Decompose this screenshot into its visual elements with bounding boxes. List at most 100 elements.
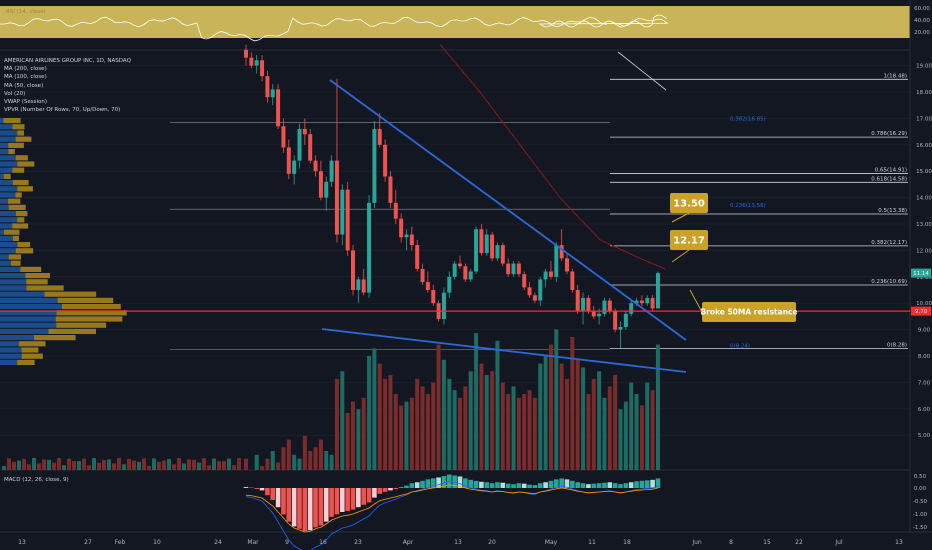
candle-body: [575, 290, 580, 312]
rsi-axis-label: 40.00: [914, 18, 930, 24]
volume-bar: [276, 462, 281, 470]
vpvr-down-bar: [12, 223, 29, 229]
vpvr-up-bar: [0, 180, 13, 186]
candle-body: [645, 297, 650, 304]
vpvr-up-bar: [0, 192, 16, 198]
volume-bar: [570, 337, 575, 470]
volume-bar: [436, 344, 441, 470]
time-axis-label: Apr: [403, 539, 414, 546]
time-axis-label: 9: [285, 539, 289, 546]
price-axis-label: 11.00: [916, 275, 932, 281]
broke-50ma-callout-box: [702, 302, 796, 322]
candle-body: [324, 181, 329, 198]
macd-bar: [286, 488, 292, 522]
candle-body: [634, 300, 639, 304]
vpvr-down-bar: [8, 149, 15, 155]
legend-vpvr: VPVR (Number Of Rows, 70, Up/Down, 70): [4, 107, 121, 114]
vpvr-down-bar: [7, 198, 21, 204]
volume-bar: [187, 459, 191, 470]
candle-body: [276, 89, 281, 127]
volume-bar: [458, 397, 462, 470]
macd-bar: [521, 483, 527, 488]
macd-bar: [414, 482, 420, 488]
volume-bar: [102, 459, 106, 470]
macd-bar: [259, 488, 265, 491]
price-axis-label: 15.00: [916, 169, 932, 175]
volume-bar: [340, 371, 345, 470]
volume-bar: [270, 451, 275, 470]
volume-bar: [367, 356, 372, 470]
volume-bar: [182, 463, 186, 470]
descending-support-trendline: [321, 328, 687, 373]
macd-bar: [441, 476, 447, 488]
candle-body: [629, 303, 634, 314]
vpvr-up-bar: [0, 198, 8, 204]
volume-bar: [377, 363, 382, 470]
vpvr-down-bar: [17, 161, 35, 167]
volume-bar: [42, 459, 46, 470]
price-axis-label: 10.00: [916, 301, 932, 307]
candle-body: [313, 160, 318, 172]
candle-body: [559, 245, 564, 259]
volume-bar: [286, 439, 291, 470]
macd-bar: [516, 483, 522, 488]
vpvr-down-bar: [21, 353, 43, 359]
candle-body: [554, 245, 559, 277]
fib-label-right: 0.5(13.38): [878, 208, 907, 214]
current-price-tag: [911, 268, 931, 278]
time-axis-label: 16: [319, 539, 327, 546]
macd-bar: [366, 488, 372, 503]
time-axis-label: 13: [18, 539, 26, 546]
volume-bar: [137, 461, 141, 470]
volume-bar: [302, 435, 307, 470]
volume-bar: [222, 461, 226, 470]
macd-bar: [628, 482, 634, 488]
volume-bar: [495, 340, 500, 470]
volume-bar: [17, 460, 21, 470]
annotations: 13.50 12.17 Broke 50MA resistance 11.14 9.70: [0, 14, 931, 322]
macd-bar: [297, 488, 302, 529]
volume-bar: [122, 464, 126, 470]
candle-body: [452, 263, 457, 277]
candle-body: [334, 160, 339, 235]
volume-bar: [452, 390, 457, 470]
price-axis-label: 16.00: [916, 143, 932, 149]
macd-bar: [580, 483, 586, 488]
candle-body: [340, 189, 345, 235]
vpvr-up-bar: [0, 167, 13, 173]
time-axis-label: 11: [588, 539, 596, 546]
macd-bar: [650, 479, 655, 488]
volume-bar: [554, 329, 559, 470]
volume-bar: [157, 461, 161, 470]
target-12-17-callout-text: 12.17: [673, 236, 705, 247]
vpvr-down-bar: [8, 204, 26, 210]
volume-bar: [172, 464, 176, 470]
candle-body: [543, 271, 548, 280]
time-axis-label: 15: [763, 539, 771, 546]
vpvr-down-bar: [12, 235, 19, 241]
macd-bar: [596, 483, 602, 488]
vpvr-down-bar: [25, 273, 50, 279]
time-axis-label: 8: [729, 539, 733, 546]
candle-body: [345, 189, 350, 251]
volume-bar: [586, 394, 591, 470]
volume-bar: [107, 459, 111, 470]
macd-bar: [591, 483, 597, 488]
vpvr-down-bar: [17, 359, 35, 365]
price-axis-label: 8.00: [918, 354, 931, 360]
macd-bar: [532, 485, 538, 488]
vpvr-down-bar: [26, 285, 64, 291]
volume-bar: [292, 454, 297, 470]
vpvr-up-bar: [0, 235, 13, 241]
candle-body: [500, 245, 505, 264]
macd-bar: [420, 480, 425, 488]
vpvr-down-bar: [21, 347, 39, 353]
volume-bar: [415, 378, 420, 470]
fib-label-left: 0.382(16.85): [730, 116, 766, 122]
volume-bar: [575, 359, 580, 470]
volume-bar: [52, 462, 56, 470]
macd-bar: [602, 482, 607, 488]
vpvr-up-bar: [0, 316, 56, 322]
candle-body: [393, 202, 398, 219]
